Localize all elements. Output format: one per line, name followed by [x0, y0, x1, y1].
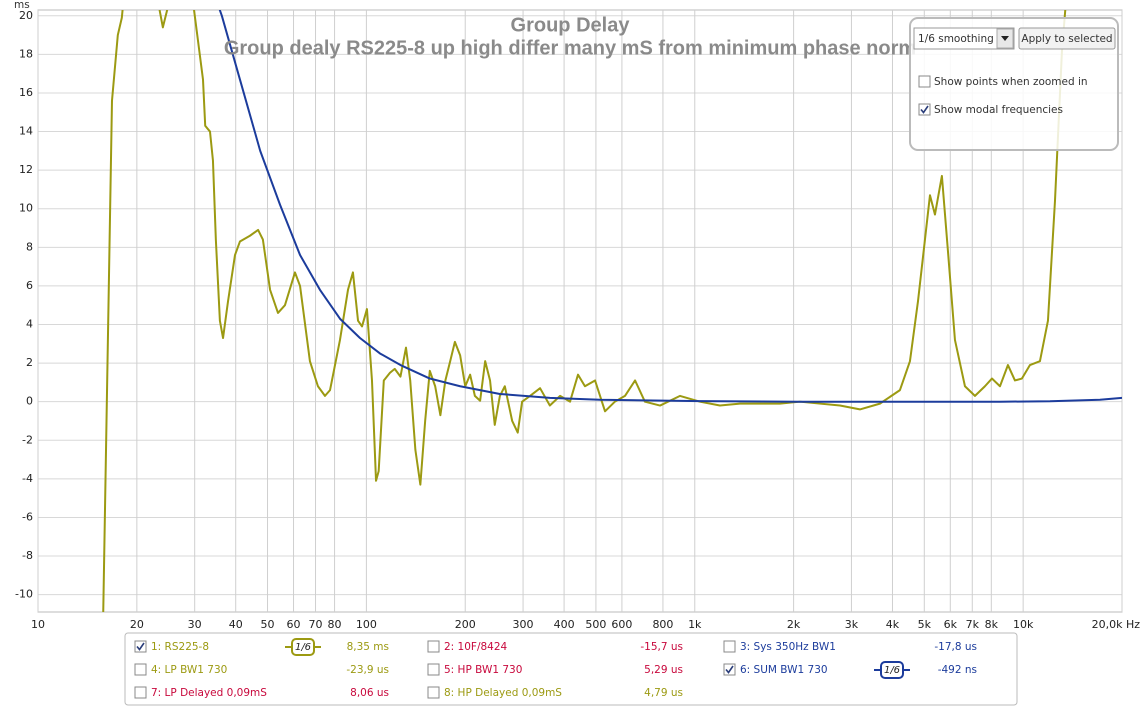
legend-readout: -23,9 us	[346, 664, 389, 676]
x-tick-label: 10k	[1013, 618, 1034, 631]
y-tick-label: 6	[26, 279, 33, 292]
checkbox[interactable]	[134, 686, 147, 699]
checkbox[interactable]	[723, 640, 736, 653]
legend-panel	[124, 632, 1018, 706]
legend-label: 1: RS225-8	[151, 641, 209, 653]
x-tick-label: 500	[585, 618, 606, 631]
legend-readout: -17,8 us	[934, 641, 977, 653]
y-tick-label: 10	[19, 202, 33, 215]
y-tick-label: -8	[22, 549, 33, 562]
series-line	[218, 10, 1122, 403]
x-tick-label: 2k	[787, 618, 801, 631]
smoothing-select-text: 1/6 smoothing	[918, 33, 994, 45]
x-tick-label: 8k	[985, 618, 999, 631]
checkmark	[920, 105, 929, 114]
checkbox[interactable]	[134, 663, 147, 676]
x-tick-label: 100	[356, 618, 377, 631]
legend-readout: -492 ns	[938, 664, 977, 676]
x-tick-label: 80	[328, 618, 342, 631]
legend-readout: -15,7 us	[640, 641, 683, 653]
option-label: Show modal frequencies	[934, 104, 1063, 116]
y-tick-label: -4	[22, 472, 33, 485]
x-tick-label: 40	[229, 618, 243, 631]
x-tick-label: 6k	[944, 618, 958, 631]
y-tick-label: 20	[19, 9, 33, 22]
checkbox[interactable]	[918, 103, 931, 116]
x-tick-label: 30	[188, 618, 202, 631]
x-tick-label: 7k	[966, 618, 980, 631]
legend-label: 7: LP Delayed 0,09mS	[151, 687, 267, 699]
x-tick-label: 60	[287, 618, 301, 631]
legend-label: 2: 10F/8424	[444, 641, 508, 653]
legend-readout: 5,29 us	[644, 664, 683, 676]
y-tick-label: -10	[15, 588, 33, 601]
y-unit: ms	[14, 0, 30, 11]
smoothing-badge-text: 1/6	[884, 665, 900, 676]
x-tick-label: 800	[652, 618, 673, 631]
legend-readout: 8,35 ms	[347, 641, 389, 653]
x-tick-label: 1k	[688, 618, 702, 631]
legend-label: 6: SUM BW1 730	[740, 664, 828, 676]
y-tick-label: -2	[22, 433, 33, 446]
plot-lines	[102, 10, 1122, 612]
x-tick-label: 5k	[918, 618, 932, 631]
legend-label: 3: Sys 350Hz BW1	[740, 641, 836, 653]
x-tick-label: 50	[261, 618, 275, 631]
smoothing-badge	[880, 661, 904, 679]
x-tick-label: 70	[309, 618, 323, 631]
checkbox[interactable]	[723, 663, 736, 676]
x-tick-label: 10	[31, 618, 45, 631]
y-tick-label: 4	[26, 318, 33, 331]
checkbox[interactable]	[427, 640, 440, 653]
y-tick-label: -6	[22, 510, 33, 523]
y-tick-label: 14	[19, 125, 33, 138]
select-arrow	[1001, 36, 1009, 41]
checkbox[interactable]	[918, 75, 931, 88]
apply-button-text: Apply to selected	[1021, 33, 1112, 45]
x-tick-label: 600	[611, 618, 632, 631]
checkmark	[725, 665, 734, 674]
option-label: Show points when zoomed in	[934, 76, 1088, 88]
x-tick-label: 20	[130, 618, 144, 631]
legend-label: 8: HP Delayed 0,09mS	[444, 687, 562, 699]
x-tick-label: 3k	[845, 618, 859, 631]
series-line	[102, 10, 1067, 612]
legend-label: 5: HP BW1 730	[444, 664, 522, 676]
y-tick-label: 8	[26, 240, 33, 253]
options: Show points when zoomed in Show modal fre…	[918, 75, 1088, 116]
legend: 1: RS225-8 8,35 ms 1/6 2: 10F/8424 -15,7 us 3…	[134, 638, 977, 699]
checkmark	[136, 642, 145, 651]
y-tick-label: 12	[19, 163, 33, 176]
smoothing-badge	[291, 638, 315, 656]
checkbox[interactable]	[427, 663, 440, 676]
legend-label: 4: LP BW1 730	[151, 664, 227, 676]
checkbox[interactable]	[427, 686, 440, 699]
apply-button[interactable]	[1018, 27, 1116, 50]
legend-readout: 8,06 us	[350, 687, 389, 699]
smoothing-badge-text: 1/6	[295, 642, 311, 653]
y-tick-label: 0	[26, 395, 33, 408]
legend-readout: 4,79 us	[644, 687, 683, 699]
controls-panel	[909, 17, 1119, 151]
x-tick-label: 300	[513, 618, 534, 631]
y-tick-label: 16	[19, 86, 33, 99]
y-tick-label: 2	[26, 356, 33, 369]
checkbox[interactable]	[134, 640, 147, 653]
x-tick-label: 20,0k Hz	[1092, 618, 1141, 631]
y-tick-label: 18	[19, 47, 33, 60]
chart-title: Group Delay	[511, 14, 631, 36]
smoothing-select[interactable]	[913, 27, 1015, 50]
x-tick-label: 200	[455, 618, 476, 631]
x-tick-label: 400	[554, 618, 575, 631]
chart-subtitle: Group dealy RS225-8 up high differ many …	[224, 37, 916, 59]
x-tick-label: 4k	[886, 618, 900, 631]
